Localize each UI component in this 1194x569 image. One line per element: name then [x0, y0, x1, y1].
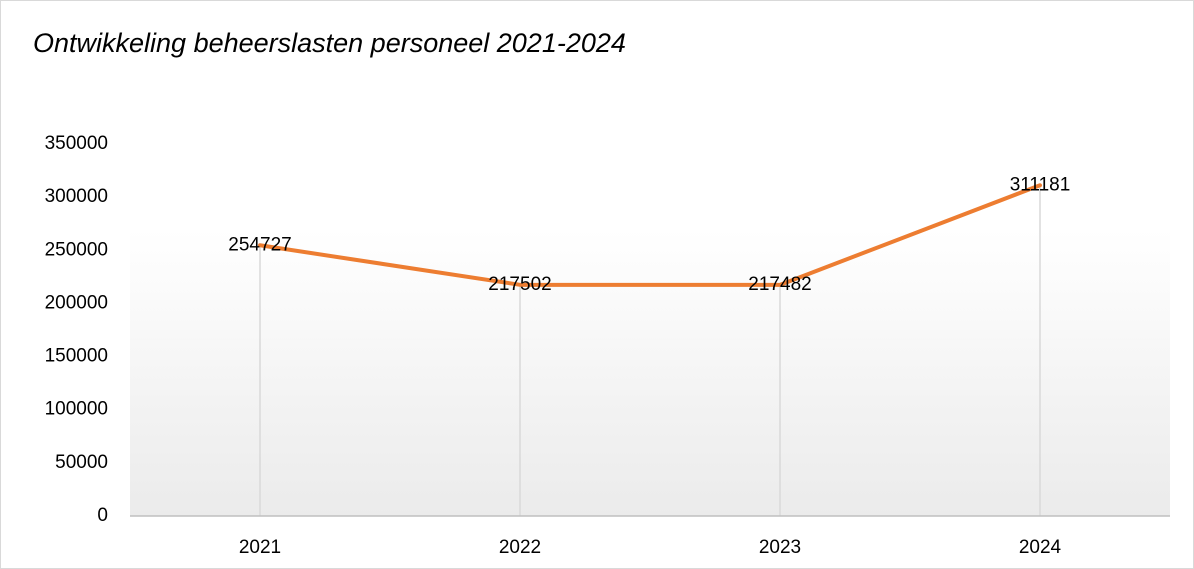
data-label: 254727 — [228, 234, 291, 255]
series-line — [258, 183, 1042, 287]
y-tick-label: 350000 — [45, 133, 108, 154]
y-tick-label: 100000 — [45, 399, 108, 420]
x-tick-label: 2023 — [759, 537, 801, 558]
y-tick-label: 0 — [97, 505, 108, 526]
y-tick-label: 200000 — [45, 292, 108, 313]
chart-title: Ontwikkeling beheerslasten personeel 202… — [33, 28, 626, 58]
y-tick-label: 50000 — [55, 452, 108, 473]
x-tick-label: 2024 — [1019, 537, 1062, 558]
x-tick-label: 2022 — [499, 537, 541, 558]
data-label: 217482 — [748, 274, 811, 295]
x-tick-label: 2021 — [239, 537, 281, 558]
data-label: 311181 — [1010, 174, 1071, 195]
data-label: 217502 — [488, 274, 551, 295]
plot-area — [130, 144, 1170, 516]
y-tick-label: 150000 — [45, 346, 108, 367]
y-tick-label: 250000 — [45, 239, 108, 260]
y-tick-label: 300000 — [45, 186, 108, 207]
